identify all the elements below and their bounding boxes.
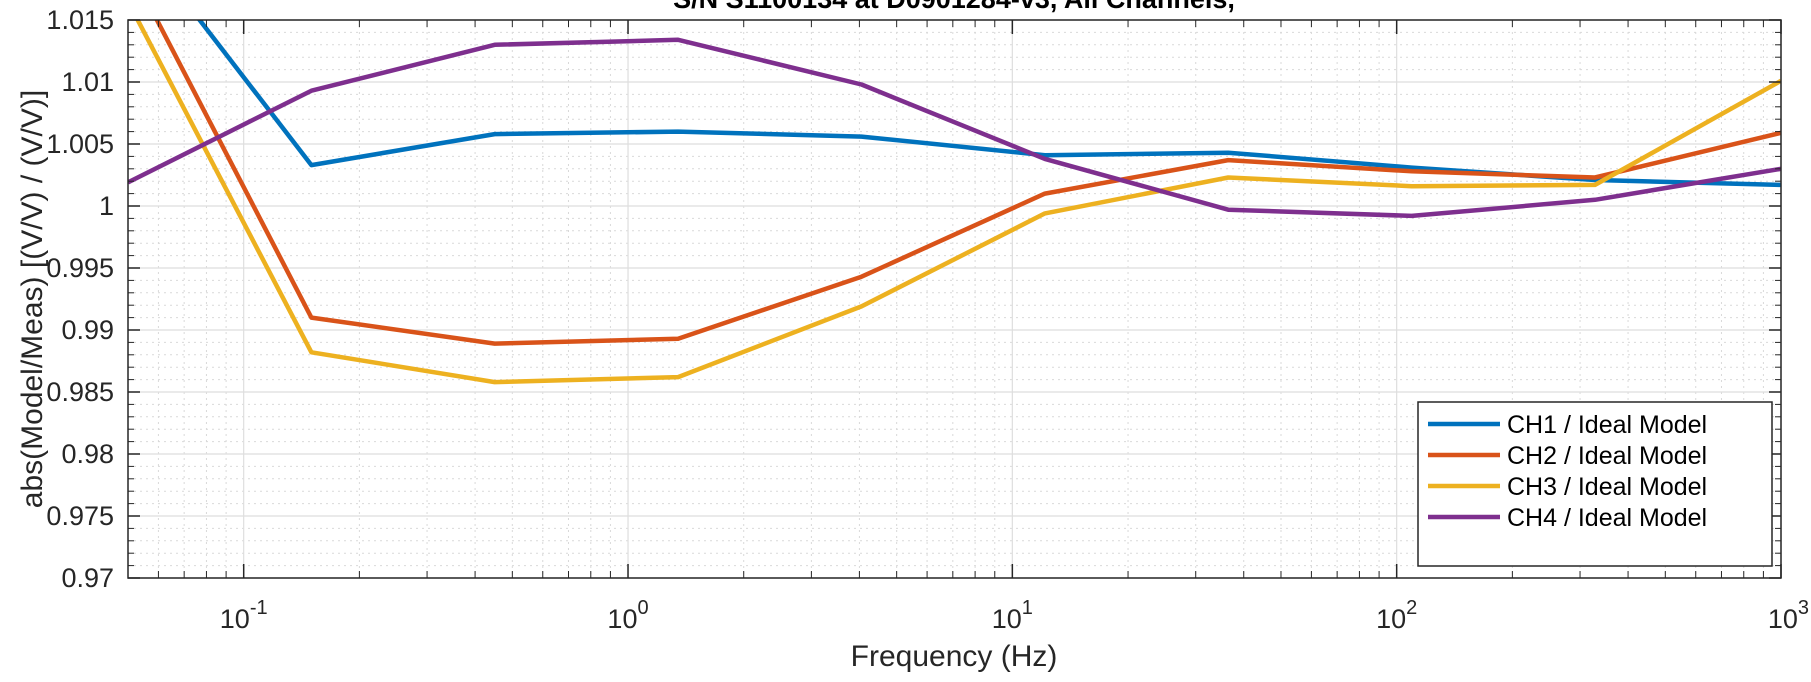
- chart-title: S/N S1100134 at D0901284-v3, All Channel…: [673, 0, 1235, 14]
- series-line-ch3: [135, 20, 1781, 385]
- y-tick-label: 1.015: [46, 5, 114, 35]
- y-tick-label: 0.99: [61, 315, 114, 345]
- y-tick-label: 0.97: [61, 563, 114, 593]
- x-tick-base: 10: [992, 604, 1022, 634]
- x-tick-base: 10: [1768, 604, 1798, 634]
- y-tick-label: 1.01: [61, 67, 114, 97]
- legend-label: CH4 / Ideal Model: [1507, 504, 1707, 532]
- y-tick-label: 1.005: [46, 129, 114, 159]
- plot-frame: [127, 19, 1782, 579]
- x-tick-label: 100: [607, 597, 648, 634]
- x-tick-exponent: 0: [637, 597, 648, 619]
- y-tick-labels: 0.97 0.975 0.98 0.985 0.99 0.995 1 1.005 1.01 1.0…: [46, 5, 114, 593]
- y-tick-label: 0.995: [46, 253, 114, 283]
- x-tick-label: 103: [1768, 597, 1809, 634]
- y-tick-label: 0.98: [61, 439, 114, 469]
- legend-label: CH2 / Ideal Model: [1507, 442, 1707, 470]
- series-line-ch4: [128, 37, 1781, 219]
- series-lines: [128, 20, 1781, 385]
- y-tick-label: 1: [99, 191, 114, 221]
- legend-label: CH1 / Ideal Model: [1507, 411, 1707, 439]
- x-tick-base: 10: [607, 604, 637, 634]
- x-tick-label: 101: [992, 597, 1033, 634]
- legend-label: CH3 / Ideal Model: [1507, 473, 1707, 501]
- legend: CH1 / Ideal Model CH2 / Ideal Model CH3 / …: [1417, 401, 1773, 567]
- x-tick-label: 102: [1376, 597, 1417, 634]
- x-tick-labels: 10-1 100 101 102 103: [220, 597, 1809, 634]
- x-tick-exponent: 1: [1022, 597, 1033, 619]
- x-tick-base: 10: [220, 604, 250, 634]
- x-tick-exponent: 3: [1798, 597, 1809, 619]
- x-tick-base: 10: [1376, 604, 1406, 634]
- x-axis-label: Frequency (Hz): [851, 640, 1058, 673]
- x-tick-exponent: -1: [250, 597, 268, 619]
- y-axis-label: abs(Model/Meas) [(V/V) / (V/V)]: [16, 90, 49, 508]
- series-line-ch2: [154, 20, 1781, 346]
- ticks: [128, 19, 1782, 579]
- x-tick-exponent: 2: [1406, 597, 1417, 619]
- y-tick-label: 0.985: [46, 377, 114, 407]
- x-tick-label: 10-1: [220, 597, 268, 634]
- y-tick-label: 0.975: [46, 501, 114, 531]
